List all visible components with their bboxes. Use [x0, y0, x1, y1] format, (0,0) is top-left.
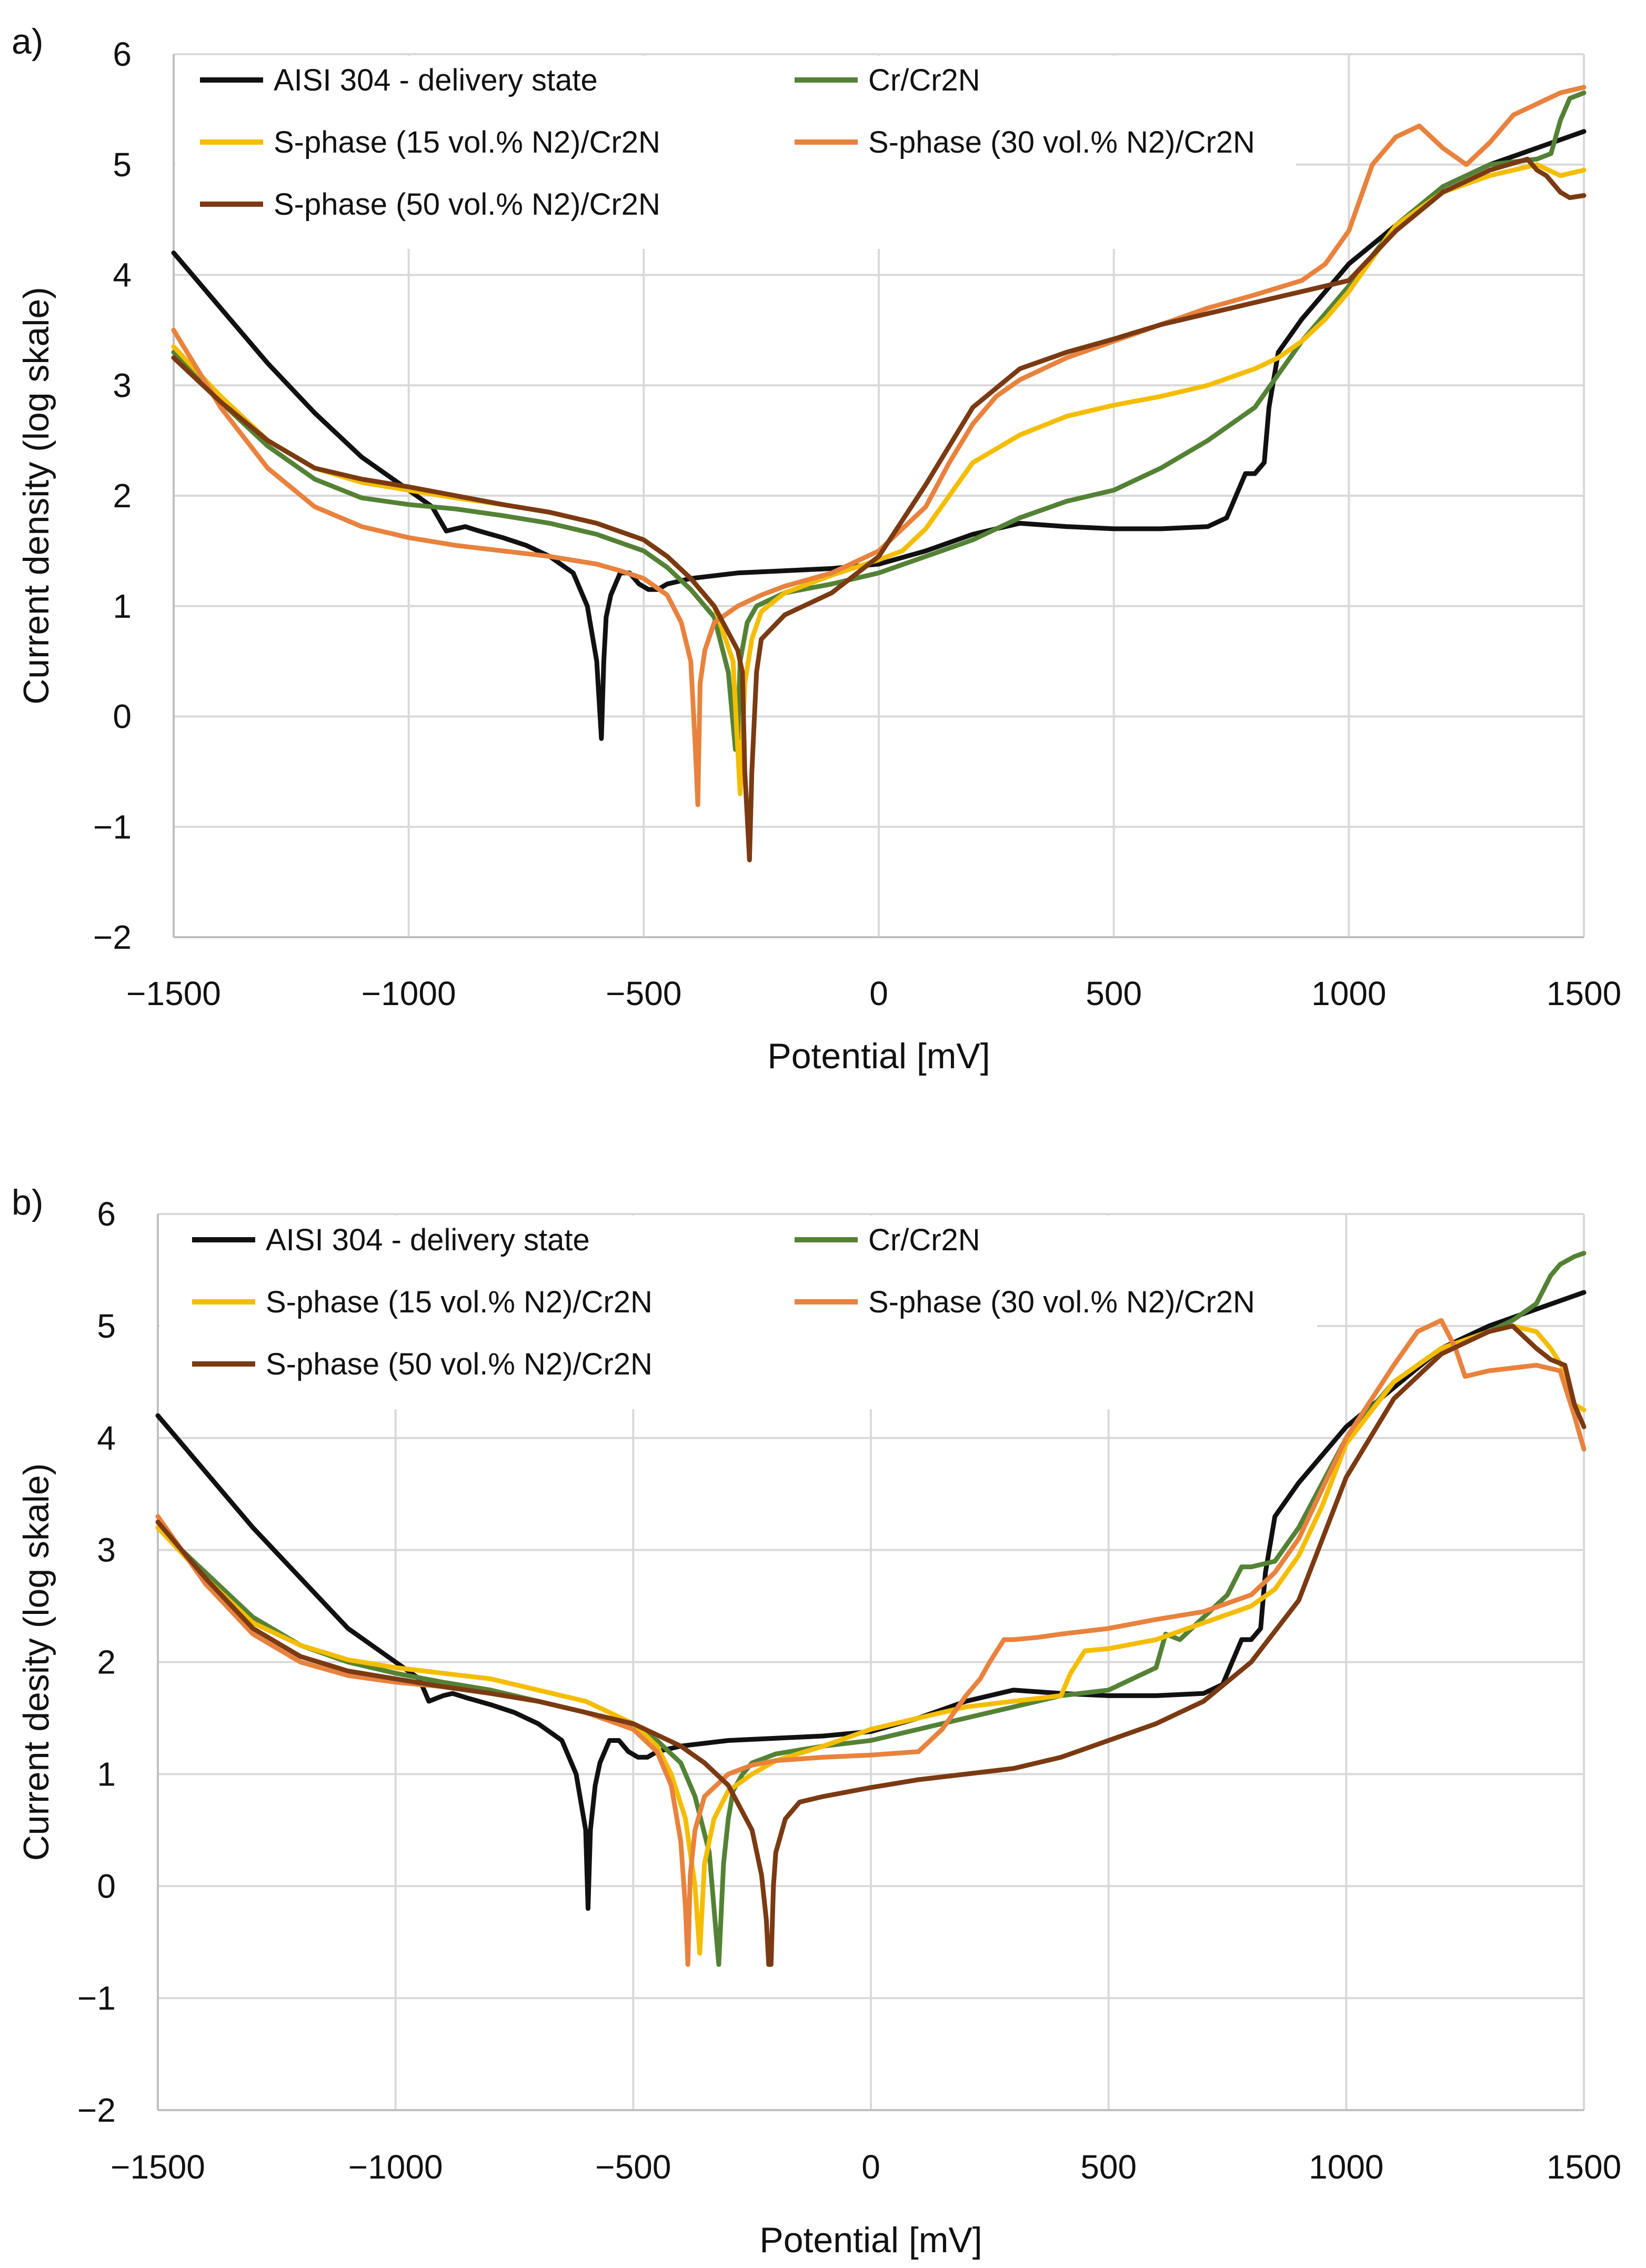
- b-x-tick-label: 500: [1080, 2148, 1137, 2186]
- a-x-tick-label: 1500: [1547, 975, 1621, 1012]
- b-y-tick-label: 0: [97, 1867, 116, 1905]
- b-series-line-3: [155, 1323, 1587, 1956]
- b-y-tick-label: 1: [97, 1755, 116, 1793]
- a-x-tick-label: 0: [869, 975, 888, 1012]
- a-y-tick-label: 3: [113, 366, 132, 404]
- a-legend-entry-4: S-phase (30 vol.% N2)/Cr2N: [868, 125, 1255, 159]
- b-y-tick-label: 3: [97, 1531, 116, 1569]
- a-y-tick-label: 1: [113, 587, 132, 625]
- a-x-tick-label: 1000: [1311, 975, 1386, 1012]
- b-y-tick-label: −1: [77, 1979, 116, 2017]
- a-x-tick-label: 500: [1086, 975, 1142, 1012]
- b-legend-box: [159, 1216, 1317, 1409]
- b-x-tick-label: −500: [595, 2148, 671, 2186]
- a-legend-entry-2: Cr/Cr2N: [868, 63, 980, 97]
- a-legend-entry-5: S-phase (50 vol.% N2)/Cr2N: [274, 187, 660, 222]
- b-x-axis-title: Potential [mV]: [759, 2220, 982, 2260]
- b-x-tick-label: 1000: [1309, 2148, 1383, 2186]
- b-x-tick-label: −1500: [111, 2148, 205, 2186]
- b-series-line-5: [155, 1323, 1587, 1967]
- b-y-tick-label: −2: [77, 2091, 116, 2129]
- b-y-tick-label: 6: [97, 1195, 116, 1233]
- a-y-tick-label: 0: [113, 698, 132, 736]
- a-panel-label: a): [12, 22, 43, 62]
- a-y-tick-label: 2: [113, 477, 132, 515]
- a-series-line-1: [171, 129, 1587, 741]
- a-y-axis-title: Current density (log skale): [16, 287, 56, 705]
- b-legend-entry-2: Cr/Cr2N: [868, 1223, 980, 1257]
- a-x-tick-label: −500: [606, 975, 681, 1012]
- b-y-axis-title: Current desity (log skale): [16, 1463, 56, 1861]
- a-y-tick-label: 4: [113, 256, 132, 294]
- b-x-tick-label: 0: [861, 2148, 880, 2186]
- b-x-tick-label: −1000: [348, 2148, 443, 2186]
- a-y-tick-label: 5: [113, 146, 132, 184]
- b-x-tick-label: 1500: [1547, 2148, 1621, 2186]
- a-x-tick-label: −1500: [126, 975, 221, 1012]
- b-y-tick-label: 5: [97, 1307, 116, 1345]
- a-x-tick-label: −1000: [362, 975, 456, 1012]
- a-series-line-4: [171, 85, 1587, 807]
- a-legend-entry-1: AISI 304 - delivery state: [274, 63, 598, 97]
- b-legend-entry-5: S-phase (50 vol.% N2)/Cr2N: [266, 1347, 653, 1381]
- a-y-tick-label: −2: [93, 918, 132, 956]
- a-y-tick-label: −1: [93, 808, 132, 846]
- b-legend-entry-1: AISI 304 - delivery state: [266, 1223, 590, 1257]
- b-y-tick-label: 4: [97, 1419, 116, 1457]
- a-y-tick-label: 6: [113, 35, 132, 73]
- b-y-tick-label: 2: [97, 1643, 116, 1681]
- panel-a: −1500 −1000 −500 0 500 1000 1500 −2 −1 0 1 2 3 4 5 6 Pot…: [12, 22, 1621, 1076]
- a-legend-box: [175, 56, 1296, 249]
- a-x-axis-title: Potential [mV]: [767, 1036, 990, 1076]
- a-series-line-5: [171, 156, 1587, 862]
- b-legend-entry-3: S-phase (15 vol.% N2)/Cr2N: [266, 1285, 653, 1319]
- panel-b: −1500 −1000 −500 0 500 1000 1500 −2 −1 0 1 2 3 4 5 6 Pot…: [12, 1182, 1621, 2260]
- a-legend-entry-3: S-phase (15 vol.% N2)/Cr2N: [274, 125, 660, 159]
- b-legend-entry-4: S-phase (30 vol.% N2)/Cr2N: [868, 1285, 1255, 1319]
- b-panel-label: b): [12, 1182, 43, 1222]
